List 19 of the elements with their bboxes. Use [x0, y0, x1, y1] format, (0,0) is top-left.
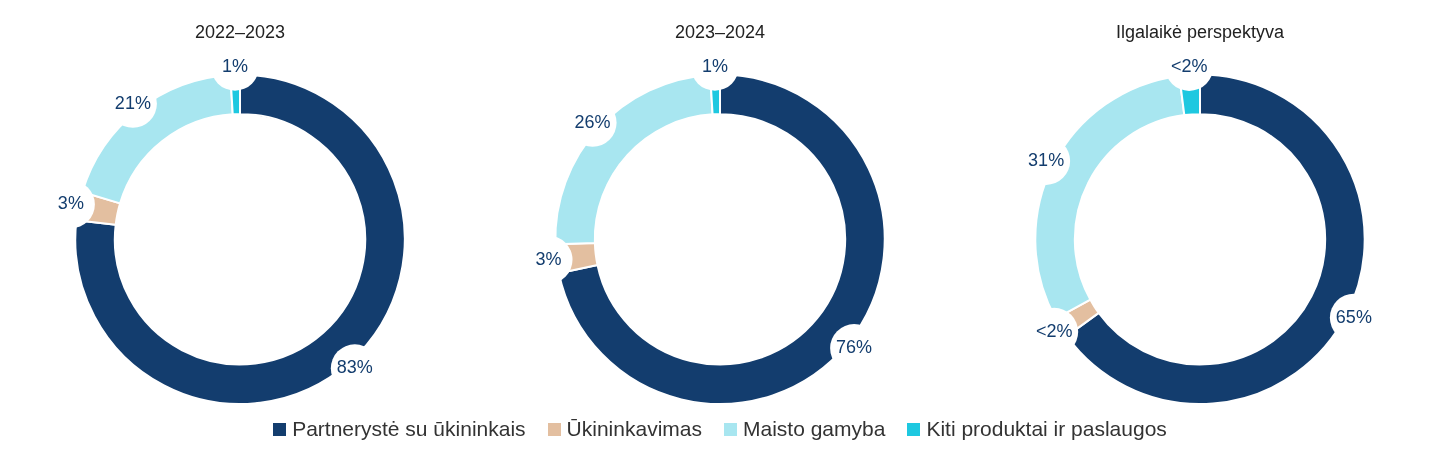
- data-label: 21%: [114, 92, 151, 113]
- data-label: 83%: [336, 357, 373, 378]
- data-label: 1%: [221, 55, 248, 76]
- data-label: 65%: [1335, 306, 1372, 327]
- data-label: <2%: [1035, 320, 1073, 341]
- data-label: 3%: [57, 193, 84, 214]
- legend-label: Partnerystė su ūkininkais: [291, 417, 526, 441]
- chart-title: Ilgalaikė perspektyva: [1115, 21, 1286, 42]
- legend-label: Kiti produktai ir paslaugos: [925, 417, 1167, 441]
- legend-label: Maisto gamyba: [741, 417, 886, 441]
- data-label: 1%: [701, 55, 728, 76]
- legend-label: Ūkininkavimas: [565, 417, 702, 441]
- data-label: 31%: [1028, 149, 1065, 170]
- data-label: 3%: [535, 248, 562, 269]
- chart-title: 2023–2024: [674, 21, 766, 42]
- chart-title: 2022–2023: [194, 21, 286, 42]
- data-label: <2%: [1170, 55, 1208, 76]
- data-label: 26%: [574, 111, 611, 132]
- data-label: 76%: [836, 337, 873, 358]
